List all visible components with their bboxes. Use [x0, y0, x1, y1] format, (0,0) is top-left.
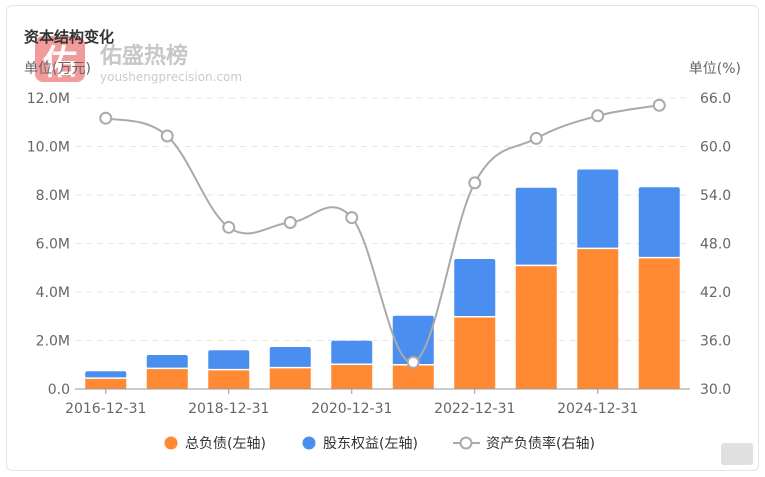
bar-equity [331, 340, 373, 365]
left-axis-unit: 单位(万元) [24, 61, 91, 77]
x-tick-label: 2020-12-31 [311, 401, 392, 417]
bar-liabilities [454, 316, 496, 389]
bar-liabilities [146, 368, 188, 389]
chart-card [6, 5, 759, 471]
bar-liabilities [208, 369, 250, 389]
y-right-tick-label: 60.0 [700, 140, 731, 156]
legend-label-equity: 股东权益(左轴) [323, 436, 418, 452]
ratio-point [222, 220, 236, 234]
y-left-tick-label: 6.0M [36, 237, 70, 253]
legend-label-ratio: 资产负债率(右轴) [486, 435, 595, 452]
legend-swatch-equity [302, 436, 316, 450]
x-tick-label: 2022-12-31 [434, 401, 515, 417]
y-left-tick-label: 2.0M [36, 334, 70, 350]
watermark-logo: 佑 [35, 36, 85, 83]
y-right-tick-label: 36.0 [700, 334, 731, 350]
watermark-site: youshengprecision.com [100, 70, 243, 84]
y-left-tick-label: 0.0 [48, 382, 70, 398]
corner-brand-logo [721, 443, 753, 465]
legend-label-liabilities: 总负债(左轴) [185, 436, 266, 452]
x-tick-label: 2016-12-31 [65, 401, 146, 417]
y-left-tick-label: 8.0M [36, 188, 70, 204]
y-right-tick-label: 66.0 [700, 91, 731, 107]
bar-liabilities [331, 364, 373, 389]
bar-equity [577, 169, 619, 249]
ratio-point [99, 111, 113, 125]
ratio-point [160, 129, 174, 143]
right-axis-unit: 单位(%) [688, 61, 741, 77]
ratio-point [468, 176, 482, 190]
ratio-point [406, 355, 420, 369]
bar-equity [146, 355, 188, 369]
y-right-tick-label: 30.0 [700, 382, 731, 398]
ratio-line [105, 104, 660, 364]
ratio-point [652, 98, 666, 112]
bar-equity [85, 371, 127, 379]
bar-liabilities [85, 378, 127, 389]
y-left-tick-label: 10.0M [27, 140, 70, 156]
x-tick-label: 2018-12-31 [188, 401, 269, 417]
chart-title: 资本结构变化 [24, 28, 115, 46]
ratio-point [283, 215, 297, 229]
watermark-name: 佑盛热榜 [100, 44, 189, 69]
bar-liabilities [638, 257, 680, 389]
bar-equity [454, 259, 496, 317]
x-tick-label: 2024-12-31 [557, 401, 638, 417]
y-right-tick-label: 48.0 [700, 237, 731, 253]
bar-liabilities [269, 367, 311, 389]
ratio-point [591, 109, 605, 123]
bar-equity [269, 347, 311, 368]
bar-liabilities [515, 265, 557, 389]
bar-liabilities [577, 248, 619, 389]
y-left-tick-label: 4.0M [36, 285, 70, 301]
legend-swatch-liabilities [164, 436, 178, 450]
y-left-tick-label: 12.0M [27, 91, 70, 107]
y-right-tick-label: 54.0 [700, 188, 731, 204]
bar-equity [515, 187, 557, 266]
bar-equity [638, 187, 680, 258]
ratio-point [345, 211, 359, 225]
y-right-tick-label: 42.0 [700, 285, 731, 301]
legend-swatch-ratio-point [459, 436, 473, 450]
bar-equity [208, 350, 250, 370]
ratio-point [529, 131, 543, 145]
